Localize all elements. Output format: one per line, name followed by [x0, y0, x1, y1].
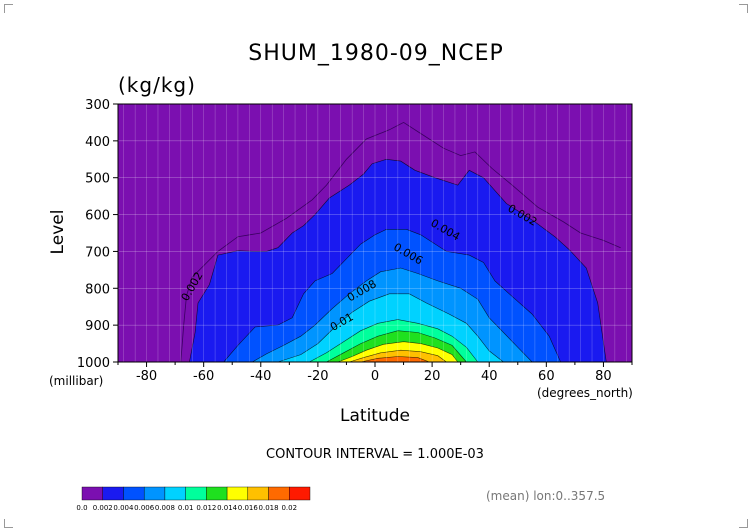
x-tick-label: 0	[371, 369, 379, 384]
contour-fill-band-9	[360, 356, 430, 362]
x-axis-title: Latitude	[340, 406, 410, 426]
colorbar-swatch-6	[206, 486, 228, 501]
colorbar-label: 0.012	[196, 504, 216, 512]
colorbar-swatch-9	[268, 486, 290, 501]
contour-line-thin-0	[180, 121, 621, 363]
axes: -80 -60 -40 -20 0 20 40 60 80 300 400 500 600 700 800 9…	[77, 98, 633, 384]
contour-line-3	[252, 267, 533, 363]
crop-mark-top-left	[4, 4, 13, 13]
y-tick-label: 600	[85, 209, 110, 224]
colorbar-swatch-3	[143, 486, 166, 501]
colorbar-label: 0.014	[217, 504, 238, 512]
x-tick-label: 60	[538, 369, 555, 384]
colorbar-label: 0.018	[259, 504, 279, 512]
crop-mark-bottom-right	[739, 519, 748, 528]
colorbar-swatch-2	[123, 486, 145, 501]
colorbar-swatch-1	[102, 486, 124, 501]
y-tick-label: 900	[85, 319, 110, 334]
colorbar-swatch-0	[81, 486, 103, 501]
x-tick-label: 20	[424, 369, 441, 384]
x-unit-label: (degrees_north)	[537, 386, 633, 400]
colorbar: 0.0 0.002 0.004 0.006 0.008 0.01 0.012 0.014 0.0…	[76, 486, 311, 512]
y-tick-label: 1000	[77, 356, 110, 371]
colorbar-label: 0.0	[76, 504, 87, 512]
contour-line-5	[309, 319, 479, 363]
colorbar-swatch-5	[185, 486, 207, 501]
x-tick-label: 40	[481, 369, 498, 384]
colorbar-label: 0.01	[178, 504, 194, 512]
x-tick-label: -20	[307, 369, 328, 384]
x-tick-label: -40	[250, 369, 271, 384]
contour-line-9	[360, 356, 430, 363]
x-tick-label: -80	[136, 369, 157, 384]
chart-title: SHUM_1980-09_NCEP	[248, 41, 504, 66]
y-tick-label: 300	[85, 98, 110, 113]
y-tick-label: 400	[85, 135, 110, 150]
contour-line-2	[223, 229, 561, 363]
colorbar-swatch-7	[226, 486, 249, 501]
colorbar-label: 0.002	[93, 504, 113, 512]
y-tick-label: 800	[85, 282, 110, 297]
y-tick-label: 500	[85, 172, 110, 187]
x-tick-label: 80	[595, 369, 612, 384]
x-tick-label: -60	[193, 369, 214, 384]
contour-line-6	[326, 330, 467, 363]
colorbar-label: 0.004	[113, 504, 134, 512]
contour-interval-text: CONTOUR INTERVAL = 1.000E-03	[266, 447, 484, 462]
colorbar-label: 0.02	[281, 504, 297, 512]
colorbar-label: 0.016	[238, 504, 259, 512]
contour-line-1	[189, 158, 607, 363]
contour-line-7	[337, 341, 459, 363]
y-tick-label: 700	[85, 245, 110, 260]
colorbar-swatch-8	[247, 486, 269, 501]
contour-line-8	[349, 349, 447, 363]
colorbar-swatch-10	[289, 486, 311, 501]
colorbar-swatch-4	[164, 486, 186, 501]
contour-line-4	[277, 293, 504, 363]
y-axis-title: Level	[48, 210, 68, 255]
y-unit-label: (millibar)	[49, 374, 103, 388]
footer-text: (mean) lon:0..357.5	[486, 489, 605, 503]
colorbar-label: 0.006	[134, 504, 155, 512]
crop-mark-top-right	[739, 4, 748, 13]
colorbar-label: 0.008	[155, 504, 175, 512]
chart-units: (kg/kg)	[118, 73, 196, 97]
crop-mark-bottom-left	[4, 519, 13, 528]
